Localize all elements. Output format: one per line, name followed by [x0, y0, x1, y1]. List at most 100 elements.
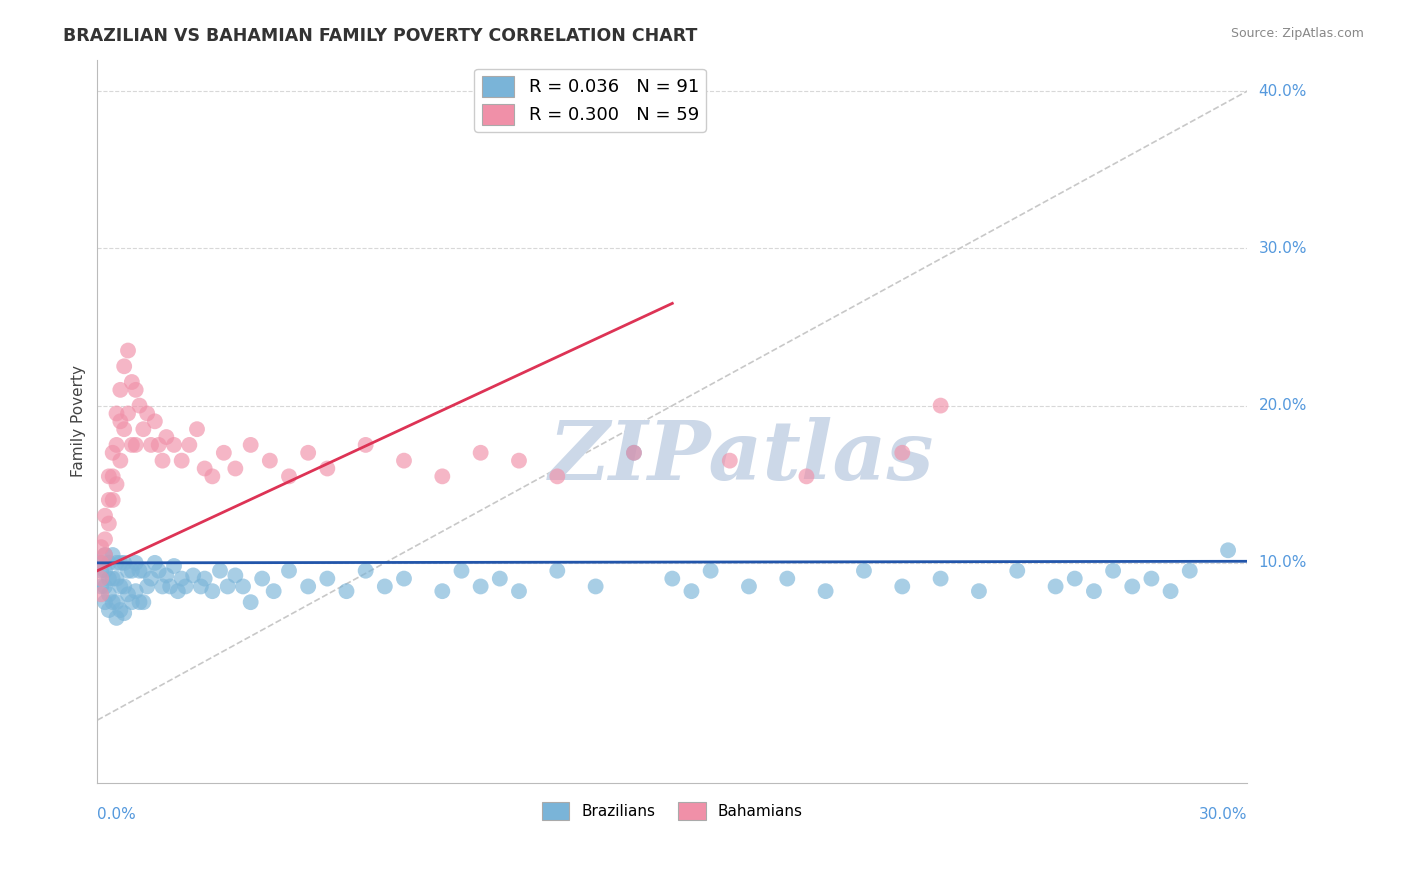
Point — [738, 579, 761, 593]
Point — [239, 438, 262, 452]
Point — [97, 587, 120, 601]
Text: 30.0%: 30.0% — [1258, 241, 1308, 256]
Point — [110, 603, 132, 617]
Point — [508, 584, 530, 599]
Point — [170, 453, 193, 467]
Point — [125, 584, 148, 599]
Point — [470, 446, 492, 460]
Text: 40.0%: 40.0% — [1258, 84, 1308, 98]
Point — [186, 422, 208, 436]
Point — [105, 556, 128, 570]
Point — [891, 446, 914, 460]
Point — [232, 579, 254, 593]
Point — [163, 438, 186, 452]
Text: 30.0%: 30.0% — [1199, 806, 1247, 822]
Point — [1121, 579, 1143, 593]
Point — [224, 568, 246, 582]
Point — [90, 587, 112, 601]
Point — [155, 568, 177, 582]
Point — [852, 564, 875, 578]
Point — [139, 438, 162, 452]
Point — [718, 453, 741, 467]
Point — [143, 414, 166, 428]
Point — [450, 564, 472, 578]
Point — [776, 572, 799, 586]
Point — [1178, 564, 1201, 578]
Point — [470, 579, 492, 593]
Point — [179, 438, 201, 452]
Point — [814, 584, 837, 599]
Point — [623, 446, 645, 460]
Point — [1063, 572, 1085, 586]
Point — [125, 556, 148, 570]
Point — [97, 516, 120, 531]
Point — [90, 564, 112, 578]
Point — [967, 584, 990, 599]
Y-axis label: Family Poverty: Family Poverty — [72, 366, 86, 477]
Point — [132, 422, 155, 436]
Point — [90, 556, 112, 570]
Point — [121, 564, 143, 578]
Point — [152, 453, 174, 467]
Text: BRAZILIAN VS BAHAMIAN FAMILY POVERTY CORRELATION CHART: BRAZILIAN VS BAHAMIAN FAMILY POVERTY COR… — [63, 27, 697, 45]
Point — [1083, 584, 1105, 599]
Text: 10.0%: 10.0% — [1258, 556, 1308, 570]
Point — [128, 564, 150, 578]
Point — [139, 572, 162, 586]
Point — [105, 407, 128, 421]
Text: ZIPatlas: ZIPatlas — [548, 417, 934, 498]
Text: 0.0%: 0.0% — [97, 806, 136, 822]
Point — [117, 407, 139, 421]
Point — [132, 595, 155, 609]
Point — [105, 438, 128, 452]
Point — [101, 492, 124, 507]
Point — [125, 383, 148, 397]
Point — [661, 572, 683, 586]
Point — [112, 606, 135, 620]
Point — [194, 572, 217, 586]
Point — [201, 469, 224, 483]
Point — [392, 453, 415, 467]
Point — [105, 477, 128, 491]
Point — [1007, 564, 1029, 578]
Point — [97, 469, 120, 483]
Point — [488, 572, 510, 586]
Point — [278, 469, 301, 483]
Point — [148, 438, 170, 452]
Point — [101, 548, 124, 562]
Point — [94, 579, 117, 593]
Point — [166, 584, 188, 599]
Point — [432, 469, 454, 483]
Point — [297, 579, 319, 593]
Point — [125, 438, 148, 452]
Point — [929, 399, 952, 413]
Point — [929, 572, 952, 586]
Point — [94, 548, 117, 562]
Point — [508, 453, 530, 467]
Point — [1140, 572, 1163, 586]
Legend: Brazilians, Bahamians: Brazilians, Bahamians — [536, 797, 808, 826]
Point — [546, 469, 568, 483]
Point — [101, 595, 124, 609]
Point — [263, 584, 285, 599]
Point — [110, 383, 132, 397]
Point — [217, 579, 239, 593]
Point — [155, 430, 177, 444]
Point — [159, 579, 181, 593]
Point — [1102, 564, 1125, 578]
Point — [212, 446, 235, 460]
Point — [297, 446, 319, 460]
Point — [163, 559, 186, 574]
Point — [374, 579, 396, 593]
Point — [117, 343, 139, 358]
Point — [354, 564, 377, 578]
Point — [316, 461, 339, 475]
Point — [152, 579, 174, 593]
Point — [250, 572, 273, 586]
Point — [121, 375, 143, 389]
Point — [190, 579, 212, 593]
Point — [94, 564, 117, 578]
Point — [94, 595, 117, 609]
Point — [105, 572, 128, 586]
Point — [239, 595, 262, 609]
